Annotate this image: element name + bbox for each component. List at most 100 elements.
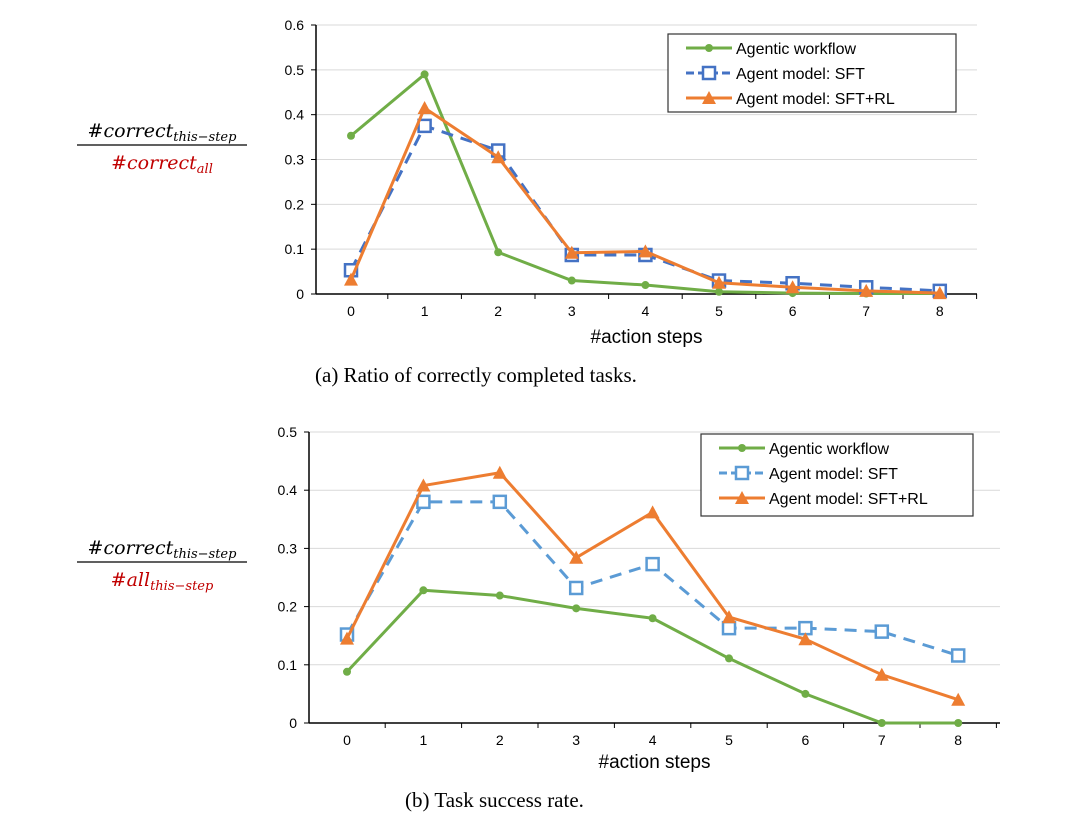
x-tick-label: 3 [568,303,576,319]
data-point [344,272,358,286]
x-axis-label: #action steps [599,752,711,773]
legend-label: Agent model: SFT+RL [769,491,928,508]
x-tick-label: 7 [862,303,870,319]
data-point [416,494,431,510]
x-tick-label: 8 [936,303,944,319]
legend-label: Agent model: SFT+RL [736,91,895,108]
data-point [648,614,657,623]
data-point [491,150,506,164]
data-point [495,591,504,600]
data-point [932,286,947,300]
data-point [877,719,886,727]
y-tick-label: 0.5 [278,424,298,440]
x-tick-label: 2 [494,303,502,319]
x-tick-label: 5 [725,732,733,748]
data-point [417,100,432,114]
data-point [638,244,653,258]
y-tick-label: 0.1 [278,657,298,673]
chart-a: 0 0.1 0.2 0.3 0.4 0.5 0.6 0 1 2 3 4 5 6 7 8 #action step… [77,17,978,387]
data-point [641,281,650,290]
x-tick-label: 0 [343,732,351,748]
caption: (a) Ratio of correctly completed tasks. [315,363,637,387]
data-point [645,505,660,519]
x-tick-label: 4 [649,732,657,748]
data-point [874,667,889,681]
x-tick-label: 2 [496,732,504,748]
x-tick-label: 7 [878,732,886,748]
legend-marker [705,44,713,52]
x-tick-label: 6 [789,303,797,319]
series-line-2 [349,106,940,295]
data-point [572,604,581,613]
series-line-0 [345,588,959,725]
y-tick-label: 0.4 [278,482,298,498]
data-point [568,580,584,596]
x-tick-label: 8 [954,732,962,748]
legend: Agentic workflow Agent model: SFT Agent mo… [700,433,974,517]
y-tick-label: 0.1 [285,241,305,257]
legend-marker [701,65,717,81]
y-tick-label: 0.3 [285,152,305,168]
legend-label: Agent model: SFT [769,466,898,483]
x-tick-label: 6 [802,732,810,748]
x-tick-label: 0 [347,303,355,319]
data-point [715,287,723,296]
legend: Agentic workflow Agent model: SFT Agent mo… [667,33,957,113]
data-point [492,494,508,510]
data-point [954,719,963,727]
legend-label: Agentic workflow [736,41,856,58]
data-point [721,620,737,636]
data-point [567,276,576,285]
y-axis-label: #correctthis−step #correctall [77,120,247,177]
y-tick-label: 0 [289,715,297,731]
data-point [722,610,736,624]
legend-label: Agent model: SFT [736,66,865,83]
data-point [419,586,428,595]
x-tick-label: 5 [715,303,723,319]
y-axis-label: #correctthis−step #allthis−step [77,537,247,594]
data-point [645,556,660,572]
data-point [340,631,354,645]
y-tick-label: 0.2 [285,196,305,212]
data-point [859,283,874,297]
y-tick-label: 0 [296,286,304,302]
y-tick-label: 0.6 [285,17,305,33]
series-line-1 [345,500,959,657]
y-tick-label: 0.4 [285,107,305,123]
chart-b: 0 0.1 0.2 0.3 0.4 0.5 0 1 2 3 4 5 6 7 8 #action steps Ag… [77,424,1000,812]
data-point [950,648,966,663]
data-point [725,654,733,663]
legend-marker [702,91,716,104]
data-point [951,692,966,706]
data-point [347,131,355,140]
data-point [798,632,813,646]
y-tick-label: 0.5 [285,62,305,78]
data-point [420,70,429,79]
data-point [569,550,584,564]
data-point [416,478,431,492]
y-tick-label: 0.2 [278,599,298,615]
caption: (b) Task success rate. [405,788,584,812]
x-tick-label: 4 [642,303,650,319]
legend-label: Agentic workflow [769,441,889,458]
y-label-numerator: #correctthis−step [88,120,238,145]
legend-marker [735,491,749,504]
x-tick-label: 1 [421,303,429,319]
x-axis-label: #action steps [591,327,703,348]
data-point [874,624,890,639]
data-point [801,689,810,698]
data-point [564,245,579,259]
legend-marker [734,465,750,481]
data-point [343,667,351,676]
x-tick-label: 3 [572,732,580,748]
y-label-numerator: #correctthis−step [88,537,238,562]
legend-marker [738,444,746,452]
data-point [417,118,432,134]
data-point [492,465,507,479]
data-point [494,248,503,257]
y-label-denominator: #correctall [111,152,213,177]
data-point [785,280,800,294]
y-tick-label: 0.3 [278,540,298,556]
series-line-1 [349,124,940,293]
